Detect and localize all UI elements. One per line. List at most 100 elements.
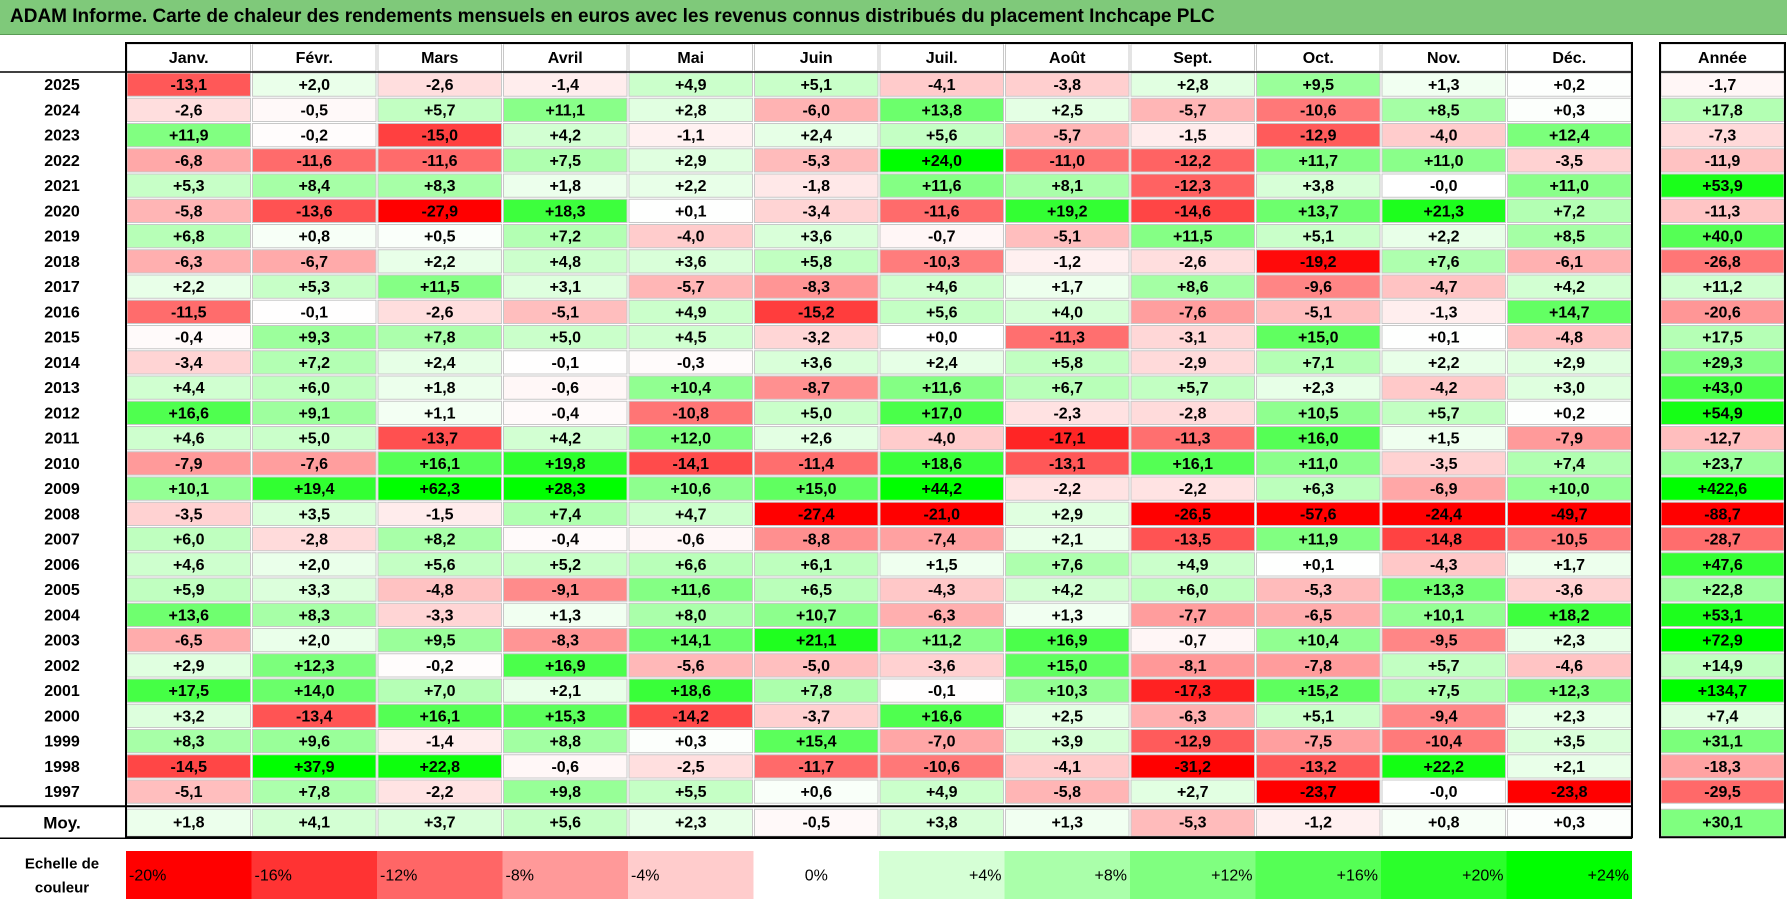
heat-cell-value: -2,2 [1053,481,1081,498]
heat-cell [1381,476,1506,501]
heat-cell-value: -14,8 [1426,532,1463,549]
heat-cell-value: +2,9 [1553,355,1585,372]
row-year-label: 2021 [44,178,80,195]
heat-cell-value: +5,6 [424,557,456,574]
heat-cell-value: -1,8 [802,178,830,195]
heat-cell [1381,123,1506,148]
heat-cell-value: -3,1 [1179,330,1207,347]
scale-swatch [1130,851,1256,899]
heat-cell-value: -9,5 [1430,633,1458,650]
row-year-label: 2006 [44,557,80,574]
heat-cell-value: +11,0 [1549,178,1589,195]
heat-cell-value: +4,2 [1553,279,1585,296]
heat-cell-value: +5,8 [800,254,832,271]
heat-cell-value: +2,3 [1302,380,1334,397]
heat-cell-value: -2,9 [1179,355,1207,372]
heat-cell-value: +21,3 [1424,203,1465,220]
month-header-label: Oct. [1303,50,1334,67]
heat-cell-value: +1,3 [549,607,581,624]
heat-cell-value: +8,2 [424,532,456,549]
heat-cell-value: +9,8 [549,784,581,801]
heat-cell-value: +0,3 [675,734,707,751]
row-year-label: 2011 [45,431,80,448]
heat-cell [1256,501,1381,526]
heat-cell-value: +11,9 [169,128,209,145]
heat-cell-value: +1,3 [1051,607,1083,624]
heat-cell-value: +8,3 [298,607,330,624]
heat-cell [879,299,1004,324]
heat-cell [252,123,377,148]
heat-cell-value: -0,1 [300,304,328,321]
heat-cell-value: +16,9 [1047,633,1088,650]
heat-cell-value: -3,7 [802,708,830,725]
heat-cell-value: +0,1 [675,203,707,220]
heat-cell-value: -0,5 [300,102,328,119]
row-year-label: 2010 [44,456,80,473]
heat-cell-value: -4,3 [928,582,956,599]
scale-swatch [753,851,879,899]
average-cell [126,808,251,837]
heat-cell [1381,653,1506,678]
heat-cell [1381,72,1506,97]
heat-cell-value: -13,6 [296,203,333,220]
heat-cell [1130,527,1255,552]
heat-cell-value: +13,6 [169,607,210,624]
heat-cell-value: -5,3 [1304,582,1332,599]
heat-cell-value: -15,0 [422,128,459,145]
heat-cell-value: +11,7 [1298,153,1338,170]
heat-cell [1256,173,1381,198]
average-cell [754,808,879,837]
heat-cell [628,476,753,501]
heat-cell-value: +4,9 [1177,557,1209,574]
heat-cell [879,577,1004,602]
heat-cell [754,754,879,779]
heat-cell [628,97,753,122]
heat-cell [503,754,628,779]
heat-cell-value: -14,2 [673,708,710,725]
heat-cell [503,703,628,728]
heat-cell [1130,123,1255,148]
heat-cell-value: +4,4 [173,380,205,397]
heat-cell-value: +18,2 [1549,607,1590,624]
heat-cell [1256,97,1381,122]
heat-cell-value: -11,4 [798,456,834,473]
heat-cell [1130,97,1255,122]
heat-cell-value: +15,4 [796,734,837,751]
month-header-label: Juin [800,50,833,67]
heat-cell [377,451,502,476]
heat-cell [628,527,753,552]
heat-cell [879,274,1004,299]
heat-cell-value: -14,1 [673,456,710,473]
heat-cell-value: -24,4 [1426,506,1463,523]
scale-swatch-label: +24% [1588,868,1629,885]
heat-cell-value: -5,1 [175,784,203,801]
heat-cell [377,97,502,122]
heat-cell-value: -13,7 [422,431,459,448]
heat-cell-value: -0,3 [677,355,705,372]
year-total-value: +23,7 [1702,456,1743,473]
heat-cell-value: +11,0 [1424,153,1464,170]
scale-swatch [251,851,377,899]
heat-cell-value: +1,5 [1428,431,1460,448]
row-year-label: 2004 [44,607,80,624]
heat-cell-value: -5,7 [1053,128,1081,145]
heat-cell-value: -4,3 [1430,557,1458,574]
heat-cell-value: +21,1 [796,633,837,650]
heat-cell [252,552,377,577]
month-header-cell [1005,43,1130,72]
heat-cell-value: -5,6 [677,658,705,675]
heat-cell-value: +5,8 [1051,355,1083,372]
heat-cell [1005,779,1130,804]
heat-cell [252,249,377,274]
heat-cell-value: +7,2 [298,355,330,372]
heat-cell [879,148,1004,173]
heat-cell-value: +5,3 [298,279,330,296]
heat-cell [754,400,879,425]
scale-label-line2: couleur [35,880,89,897]
heat-cell-value: +6,8 [173,229,205,246]
heat-cell-value: -26,5 [1175,506,1212,523]
heat-cell-value: -11,6 [422,153,458,170]
heat-cell [1005,123,1130,148]
heat-cell-value: +1,3 [1428,77,1460,94]
heat-cell-value: -1,2 [1053,254,1081,271]
